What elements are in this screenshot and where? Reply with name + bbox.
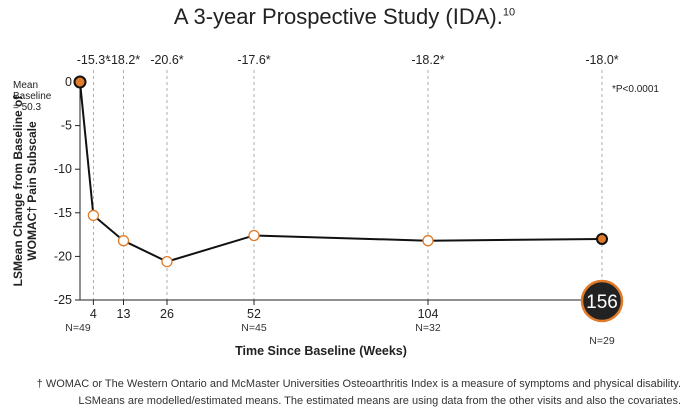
top-value-label: -18.2* xyxy=(107,53,140,67)
y-tick-label: -10 xyxy=(54,162,72,176)
top-value-label: -15.3* xyxy=(77,53,110,67)
footnote-womac: † WOMAC or The Western Ontario and McMas… xyxy=(36,378,681,390)
y-tick-label: -5 xyxy=(61,119,72,133)
sample-size-label: N=45 xyxy=(241,322,267,334)
x-tick-label: 52 xyxy=(247,307,261,321)
data-point xyxy=(117,235,130,247)
y-tick-label: -25 xyxy=(54,293,72,307)
chart-title: A 3-year Prospective Study (IDA).10 xyxy=(0,4,689,30)
y-tick-label: 0 xyxy=(65,75,72,89)
x-axis-title: Time Since Baseline (Weeks) xyxy=(235,344,407,358)
baseline-note-line: Baseline xyxy=(13,91,52,102)
highlight-badge-circle xyxy=(580,279,624,323)
data-point xyxy=(87,209,100,222)
sample-size-label: N=29 xyxy=(589,335,615,347)
y-axis-title-line2: WOMAC† Pain Subscale xyxy=(25,121,39,261)
baseline-note-line: Mean xyxy=(13,80,38,91)
y-axis-title-line1: LSMean Change from Baseline of xyxy=(11,95,25,287)
baseline-note-line: = 50.3 xyxy=(13,102,42,113)
x-tick-label: 4 xyxy=(90,307,97,321)
data-point xyxy=(596,232,608,245)
sample-size-label: N=49 xyxy=(65,322,91,334)
top-value-label: -17.6* xyxy=(237,53,270,67)
sample-size-label: N=32 xyxy=(415,322,441,334)
data-point xyxy=(422,235,434,247)
data-point xyxy=(161,255,173,268)
x-tick-label: 13 xyxy=(117,307,131,321)
y-tick-label: -20 xyxy=(54,249,72,263)
series-line xyxy=(79,81,603,263)
highlight-badge-label: 156 xyxy=(586,292,618,313)
data-point xyxy=(248,229,260,242)
top-value-label: -18.2* xyxy=(411,53,444,67)
significance-note: *P<0.0001 xyxy=(612,84,659,95)
title-reference: 10 xyxy=(502,6,516,19)
chart-title-text: A 3-year Prospective Study (IDA). xyxy=(173,4,503,29)
x-tick-label: 26 xyxy=(160,307,174,321)
footnote-lsmeans: LSMeans are modelled/estimated means. Th… xyxy=(78,395,681,407)
top-value-label: -20.6* xyxy=(150,53,183,67)
data-point xyxy=(73,75,87,89)
x-tick-label: 104 xyxy=(418,307,439,321)
top-value-label: -18.0* xyxy=(585,53,618,67)
y-tick-label: -15 xyxy=(54,206,72,220)
